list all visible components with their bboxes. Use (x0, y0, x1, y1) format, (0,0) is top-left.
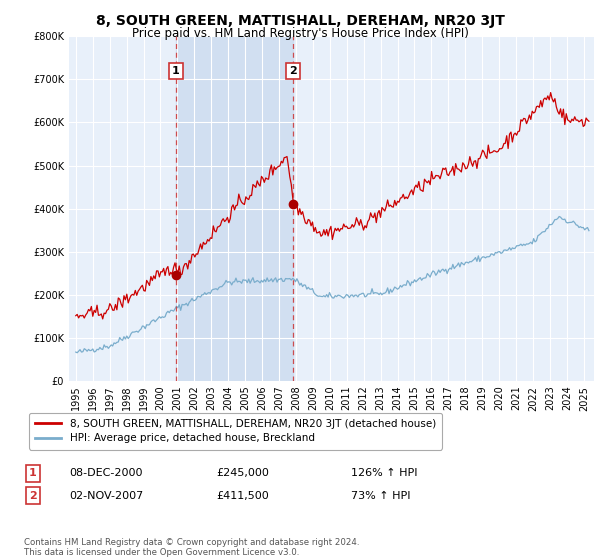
Text: Contains HM Land Registry data © Crown copyright and database right 2024.
This d: Contains HM Land Registry data © Crown c… (24, 538, 359, 557)
Text: 2: 2 (289, 66, 297, 76)
Legend: 8, SOUTH GREEN, MATTISHALL, DEREHAM, NR20 3JT (detached house), HPI: Average pri: 8, SOUTH GREEN, MATTISHALL, DEREHAM, NR2… (29, 413, 442, 450)
Text: 1: 1 (29, 468, 37, 478)
Text: Price paid vs. HM Land Registry's House Price Index (HPI): Price paid vs. HM Land Registry's House … (131, 27, 469, 40)
Text: 02-NOV-2007: 02-NOV-2007 (69, 491, 143, 501)
Text: 73% ↑ HPI: 73% ↑ HPI (351, 491, 410, 501)
Bar (176, 36, 293, 381)
Text: 126% ↑ HPI: 126% ↑ HPI (351, 468, 418, 478)
Text: £245,000: £245,000 (216, 468, 269, 478)
Text: 1: 1 (172, 66, 180, 76)
Text: 08-DEC-2000: 08-DEC-2000 (69, 468, 143, 478)
Text: 8, SOUTH GREEN, MATTISHALL, DEREHAM, NR20 3JT: 8, SOUTH GREEN, MATTISHALL, DEREHAM, NR2… (95, 14, 505, 28)
Text: £411,500: £411,500 (216, 491, 269, 501)
Text: 2: 2 (29, 491, 37, 501)
